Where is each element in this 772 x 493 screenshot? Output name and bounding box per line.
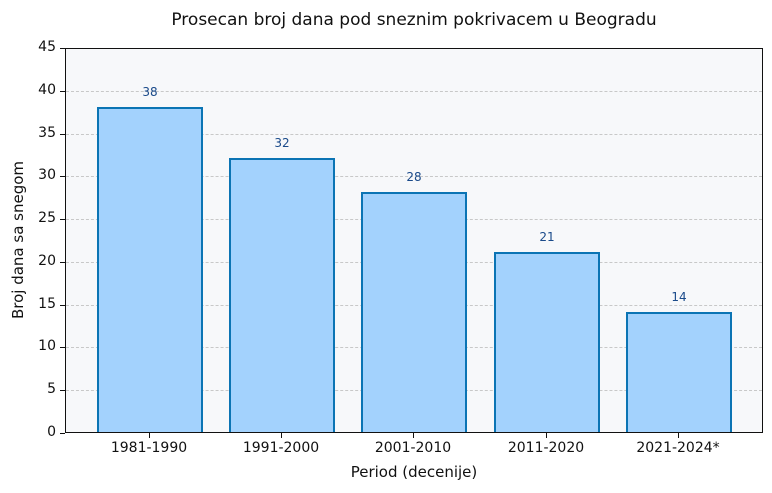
- x-tick: [413, 433, 414, 438]
- y-tick-label: 25: [38, 210, 56, 227]
- bar-value-label: 21: [539, 230, 555, 245]
- bar-value-label: 14: [671, 290, 687, 305]
- x-tick-label: 1991-2000: [242, 440, 320, 456]
- y-tick: [60, 48, 65, 49]
- y-tick: [60, 261, 65, 263]
- y-tick: [60, 390, 65, 392]
- y-tick: [60, 90, 65, 92]
- y-tick: [60, 304, 65, 306]
- chart-title: Prosecan broj dana pod sneznim pokrivace…: [171, 10, 657, 30]
- bar: [229, 158, 335, 432]
- y-tick-label: 20: [38, 252, 56, 269]
- bar: [494, 252, 600, 432]
- y-tick-label: 45: [38, 39, 56, 55]
- y-tick-label: 0: [47, 424, 56, 440]
- y-tick: [60, 133, 65, 135]
- x-tick: [678, 433, 679, 438]
- bar-value-label: 32: [274, 136, 290, 151]
- x-tick: [281, 433, 282, 438]
- y-tick-label: 5: [47, 381, 56, 398]
- y-tick: [60, 433, 65, 434]
- y-tick-label: 30: [38, 167, 56, 184]
- y-tick: [60, 176, 65, 178]
- x-tick-label: 2001-2010: [374, 440, 452, 456]
- x-tick-label: 2011-2020: [507, 440, 585, 456]
- gridline: [66, 90, 762, 92]
- x-tick-label: 2021-2024*: [636, 440, 720, 456]
- x-tick: [546, 433, 547, 438]
- x-axis-label: Period (decenije): [350, 463, 478, 481]
- plot-area: 38 32 28 21 14: [65, 48, 763, 433]
- bar: [361, 192, 467, 432]
- x-tick-label: 1981-1990: [110, 440, 188, 456]
- bar: [97, 106, 203, 432]
- y-tick: [60, 347, 65, 349]
- gridline: [66, 133, 762, 135]
- bar-value-label: 38: [142, 84, 158, 99]
- y-tick-label: 10: [38, 338, 56, 355]
- gridline: [66, 176, 762, 178]
- y-tick: [60, 219, 65, 221]
- y-tick-label: 40: [38, 81, 56, 98]
- bar: [626, 312, 732, 432]
- bar-value-label: 28: [406, 170, 422, 185]
- y-tick-label: 35: [38, 124, 56, 141]
- x-tick: [149, 433, 150, 438]
- y-tick-label: 15: [38, 295, 56, 312]
